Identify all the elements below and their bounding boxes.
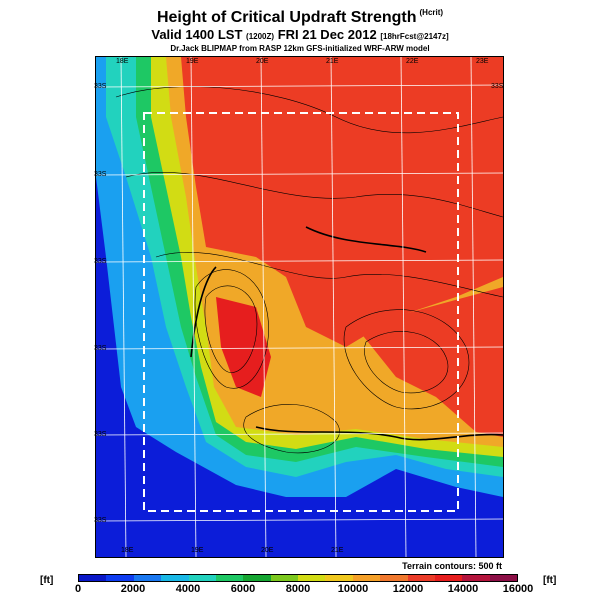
colorbar-swatch [407, 575, 435, 581]
colorbar-swatch [243, 575, 271, 581]
model-credit: Dr.Jack BLIPMAP from RASP 12km GFS-initi… [170, 44, 430, 53]
lon-label-bottom: 21E [331, 547, 344, 554]
lon-label-top: 23E [476, 58, 489, 65]
colorbar-swatch [188, 575, 216, 581]
colorbar-tick-label: 8000 [285, 583, 311, 595]
thick-contour [190, 226, 503, 441]
lon-label-bottom: 20E [261, 547, 274, 554]
utc-time: (1200Z) [246, 32, 275, 41]
lon-label-top: 19E [186, 58, 199, 65]
colorbar-swatch [270, 575, 298, 581]
terrain-contours [115, 86, 503, 454]
lon-label-bottom: 19E [191, 547, 204, 554]
colorbar-swatch [434, 575, 463, 581]
colorbar-swatch [133, 575, 162, 581]
subtitle: Valid 1400 LST (1200Z) FRI 21 Dec 2012 [… [0, 27, 600, 44]
land-red-east [356, 287, 503, 437]
lon-label-top: 22E [406, 58, 419, 65]
colorbar-tick-label: 2000 [120, 583, 146, 595]
colorbar-tick-label: 6000 [230, 583, 256, 595]
lon-label-top: 21E [326, 58, 339, 65]
valid-date: FRI 21 Dec 2012 [277, 27, 377, 42]
forecast-info: [18hrFcst@2147z] [380, 32, 449, 41]
colorbar-unit-right: [ft] [543, 575, 557, 586]
lat-label: 33S [94, 431, 107, 438]
lat-label: 33S [94, 258, 107, 265]
colorbar-tick-label: 16000 [502, 583, 534, 595]
lat-label: 33S [94, 517, 107, 524]
inner-domain-box [143, 112, 459, 512]
lon-label-bottom: 18E [121, 547, 134, 554]
lon-label-top: 18E [116, 58, 129, 65]
valid-time: Valid 1400 LST [151, 27, 243, 42]
title-tag: (Hcrit) [419, 8, 444, 17]
map-title: Height of Critical Updraft Strength [156, 9, 417, 26]
lat-label: 33S [94, 83, 107, 90]
colorbar-swatch [106, 575, 134, 581]
colorbar-swatch [79, 575, 107, 581]
colorbar-swatch [380, 575, 408, 581]
lat-label: 33S [94, 345, 107, 352]
colorbar [78, 574, 518, 582]
lat-label: 33S [491, 83, 504, 90]
colorbar-swatch [161, 575, 189, 581]
colorbar-swatch [489, 575, 517, 581]
colorbar-tick-label: 4000 [175, 583, 201, 595]
lon-label-top: 20E [256, 58, 269, 65]
colorbar-swatch [352, 575, 381, 581]
lat-lon-grid [96, 57, 503, 557]
colorbar-tick-label: 12000 [392, 583, 424, 595]
colorbar-unit-left: [ft] [40, 575, 54, 586]
terrain-contour-note: Terrain contours: 500 ft [402, 561, 502, 571]
colorbar-swatch [462, 575, 490, 581]
title-block: Height of Critical Updraft Strength (Hcri… [0, 8, 600, 54]
colorbar-swatch [215, 575, 244, 581]
forecast-map: 33S 33S 33S 33S 33S 33S 33S 18E 19E 20E … [94, 56, 504, 558]
map-canvas [96, 57, 503, 557]
colorbar-swatch [325, 575, 353, 581]
colorbar-tick-label: 10000 [337, 583, 369, 595]
colorbar-tick-label: 14000 [447, 583, 479, 595]
colorbar-swatch [298, 575, 326, 581]
colorbar-tick-label: 0 [74, 583, 82, 595]
lat-label: 33S [94, 171, 107, 178]
